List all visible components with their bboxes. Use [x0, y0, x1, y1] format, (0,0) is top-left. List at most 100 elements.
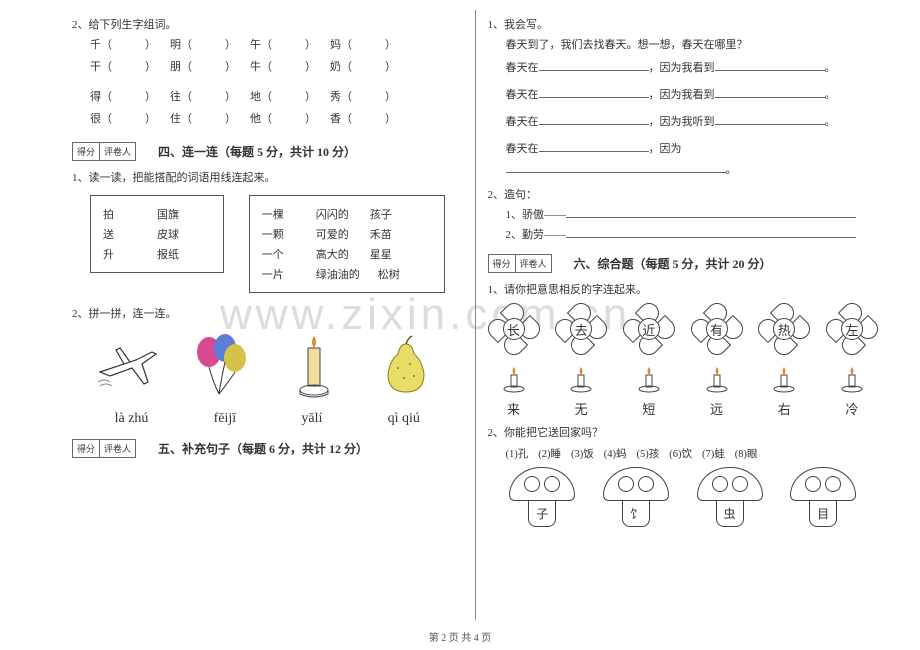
candle-char: 冷 [845, 399, 858, 418]
page: 2、给下列生字组词。 千（ ） 明（ ） 午（ ） 妈（ ） 干（ ） 朋（ ）… [0, 0, 920, 620]
airplane-icon [93, 331, 163, 401]
candle-item: 无 [557, 365, 605, 418]
section-6-title: 六、综合题（每题 5 分，共计 20 分） [574, 255, 772, 272]
candle-item: 来 [490, 365, 538, 418]
mushroom-cap [790, 467, 856, 501]
sentence-row: 1、骄傲—— [506, 206, 879, 222]
mushroom-cap [697, 467, 763, 501]
blank-underline[interactable] [539, 60, 649, 71]
blank-underline[interactable] [566, 207, 856, 218]
option-item: (3)饭 [571, 446, 594, 461]
score-label: 得分 [73, 440, 100, 457]
flower-item: 热 [760, 305, 808, 353]
mushroom-stem: 目 [809, 501, 837, 527]
score-label: 得分 [73, 143, 100, 160]
blank-underline[interactable] [715, 87, 825, 98]
q6-2-title: 2、你能把它送回家吗？ [488, 424, 879, 440]
pair-item: 妈（ ） [330, 36, 396, 52]
mushroom-stem: 饣 [622, 501, 650, 527]
section-5-title: 五、补充句子（每题 6 分，共计 12 分） [158, 440, 368, 457]
pair-group-1: 千（ ） 明（ ） 午（ ） 妈（ ） 干（ ） 朋（ ） 牛（ ） 奶（ ） [72, 36, 463, 78]
flower-char: 有 [706, 318, 728, 340]
option-list: (1)孔 (2)睡 (3)饭 (4)蚂 (5)孩 (6)饮 (7)蛙 (8)眼 [506, 446, 879, 461]
option-item: (4)蚂 [604, 446, 627, 461]
q6-1-title: 1、请你把意思相反的字连起来。 [488, 281, 879, 297]
pair-row: 很（ ） 住（ ） 他（ ） 香（ ） [90, 110, 463, 130]
fill-line: 春天在，因为。 [506, 139, 879, 181]
blank-underline[interactable] [506, 162, 726, 173]
match-row: 一棵闪闪的孩子 [262, 206, 432, 222]
candle-icon [769, 365, 799, 395]
mushroom-item: 目 [788, 467, 858, 527]
candle-char: 右 [778, 399, 791, 418]
candle-char: 短 [642, 399, 655, 418]
candle-char: 无 [575, 399, 588, 418]
candle-icon [634, 365, 664, 395]
blank-underline[interactable] [539, 114, 649, 125]
score-label: 得分 [489, 255, 516, 272]
blank-underline[interactable] [566, 227, 856, 238]
flower-item: 近 [625, 305, 673, 353]
section-6-head: 得分 评卷人 六、综合题（每题 5 分，共计 20 分） [488, 254, 879, 273]
pair-item: 奶（ ） [330, 58, 396, 74]
match-row: 升报纸 [103, 246, 211, 262]
balloons-icon [186, 331, 256, 401]
candle-row: 来 无 短 远 右 冷 [490, 365, 877, 418]
pair-item: 住（ ） [170, 110, 236, 126]
blank-underline[interactable] [715, 60, 825, 71]
section-4-head: 得分 评卷人 四、连一连（每题 5 分，共计 10 分） [72, 142, 463, 161]
score-box: 得分 评卷人 [72, 439, 136, 458]
scorer-label: 评卷人 [100, 143, 135, 160]
candle-icon [279, 331, 349, 401]
pair-group-2: 得（ ） 往（ ） 地（ ） 秀（ ） 很（ ） 住（ ） 他（ ） 香（ ） [72, 88, 463, 130]
candle-icon [702, 365, 732, 395]
option-item: (7)蛙 [702, 446, 725, 461]
pair-row: 得（ ） 往（ ） 地（ ） 秀（ ） [90, 88, 463, 108]
score-box: 得分 评卷人 [488, 254, 552, 273]
section-5-head: 得分 评卷人 五、补充句子（每题 6 分，共计 12 分） [72, 439, 463, 458]
fill-line: 春天在，因为我看到。 [506, 85, 879, 106]
pinyin-label: yālí [301, 411, 322, 427]
match-row: 一片绿油油的松树 [262, 266, 432, 282]
score-box: 得分 评卷人 [72, 142, 136, 161]
scorer-label: 评卷人 [100, 440, 135, 457]
page-footer: 第 2 页 共 4 页 [0, 629, 920, 644]
match-row: 送皮球 [103, 226, 211, 242]
option-item: (5)孩 [637, 446, 660, 461]
flower-item: 左 [828, 305, 876, 353]
mushroom-item: 虫 [695, 467, 765, 527]
flower-char: 热 [773, 318, 795, 340]
section-4-title: 四、连一连（每题 5 分，共计 10 分） [158, 143, 356, 160]
sentence-row: 2、勤劳—— [506, 226, 879, 242]
blank-underline[interactable] [539, 141, 649, 152]
pair-row: 干（ ） 朋（ ） 牛（ ） 奶（ ） [90, 58, 463, 78]
option-item: (2)睡 [538, 446, 561, 461]
q5-2-title: 2、造句： [488, 186, 879, 202]
match-box-1: 拍国旗 送皮球 升报纸 [90, 195, 224, 273]
pair-item: 香（ ） [330, 110, 396, 126]
flower-char: 左 [841, 318, 863, 340]
candle-item: 短 [625, 365, 673, 418]
match-row: 一颗可爱的禾苗 [262, 226, 432, 242]
q4-1-title: 1、读一读，把能搭配的词语用线连起来。 [72, 169, 463, 185]
pair-item: 干（ ） [90, 58, 156, 74]
mushroom-cap [603, 467, 669, 501]
pair-item: 午（ ） [250, 36, 316, 52]
blank-underline[interactable] [539, 87, 649, 98]
pinyin-row: là zhú fēijī yālí qì qiú [82, 411, 453, 427]
left-column: 2、给下列生字组词。 千（ ） 明（ ） 午（ ） 妈（ ） 干（ ） 朋（ ）… [60, 10, 476, 620]
mushroom-stem: 虫 [716, 501, 744, 527]
candle-icon [837, 365, 867, 395]
pair-item: 他（ ） [250, 110, 316, 126]
flower-row: 长 去 近 有 热 左 [490, 305, 877, 353]
pair-item: 得（ ） [90, 88, 156, 104]
spring-fill-lines: 春天在，因为我看到。 春天在，因为我看到。 春天在，因为我听到。 春天在，因为。 [488, 58, 879, 180]
pinyin-label: qì qiú [388, 411, 420, 427]
mushroom-row: 子 饣 虫 目 [496, 467, 871, 527]
blank-underline[interactable] [715, 114, 825, 125]
pair-item: 地（ ） [250, 88, 316, 104]
flower-item: 去 [557, 305, 605, 353]
flower-char: 近 [638, 318, 660, 340]
candle-item: 冷 [828, 365, 876, 418]
mushroom-stem: 子 [528, 501, 556, 527]
